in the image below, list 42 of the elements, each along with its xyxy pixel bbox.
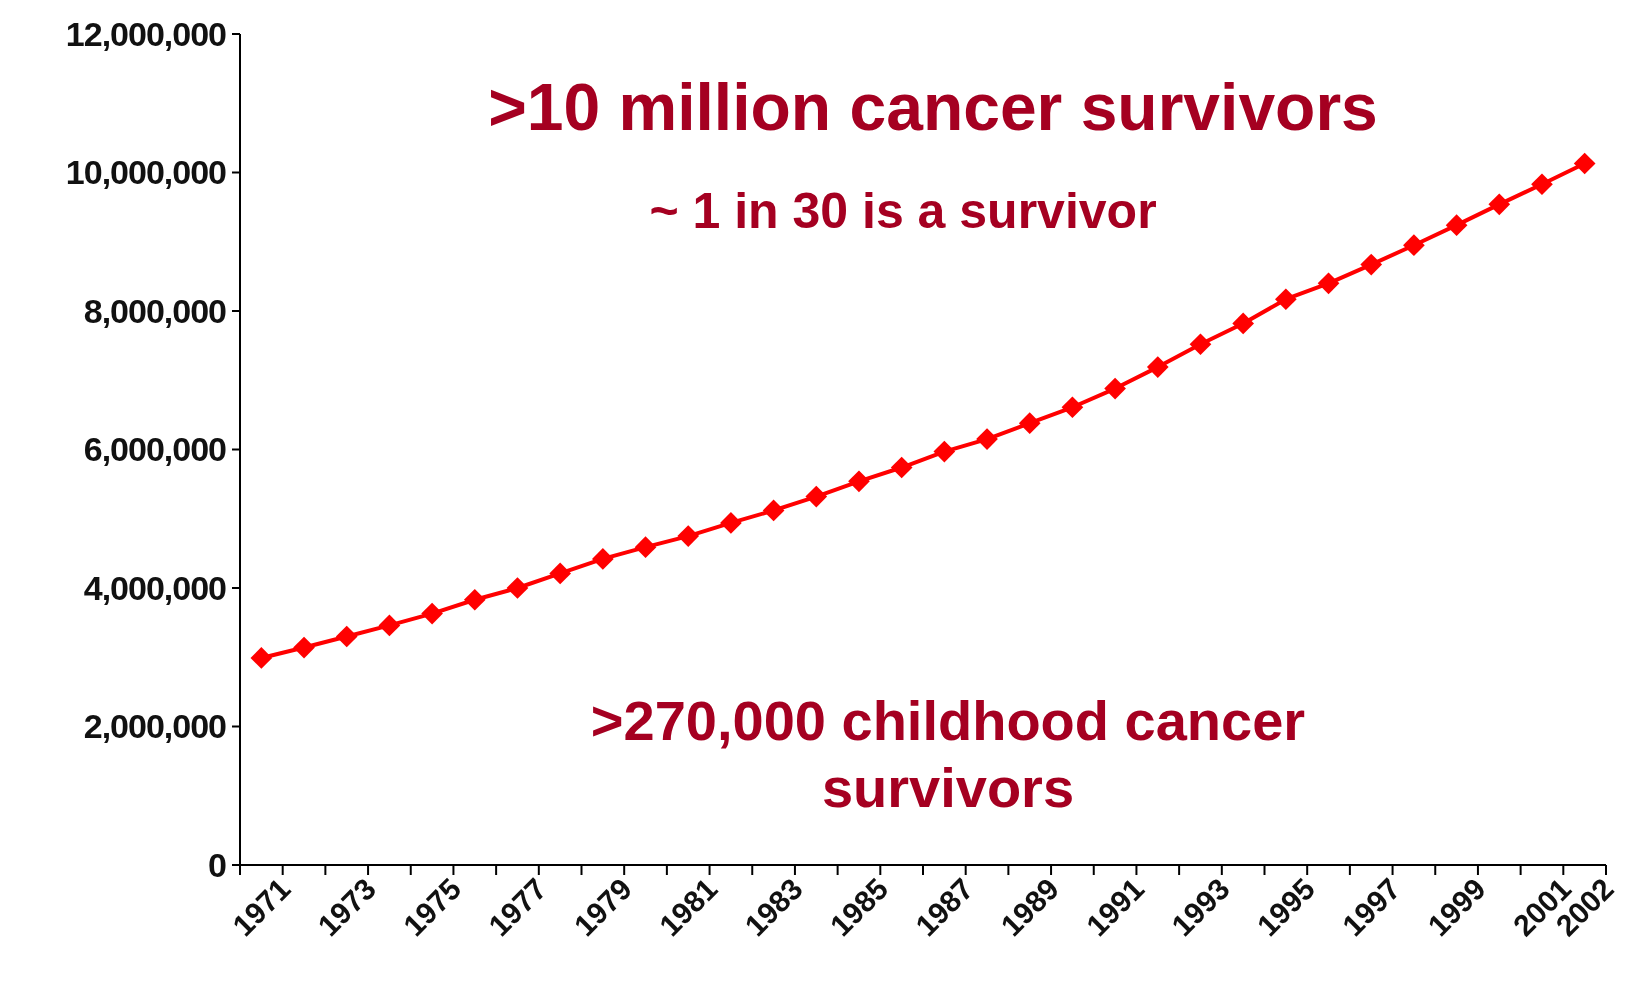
point (805, 485, 828, 508)
point (720, 512, 742, 534)
point (1061, 396, 1084, 419)
annotation: ~ 1 in 30 is a survivor (649, 183, 1157, 239)
point (933, 440, 956, 463)
point (335, 625, 358, 648)
point (976, 428, 998, 450)
y-tick-label: 12,000,000 (65, 14, 227, 53)
point (1275, 288, 1297, 311)
point (677, 525, 700, 547)
point (293, 636, 315, 659)
point (1573, 152, 1596, 175)
annotation: >10 million cancer survivors (488, 70, 1378, 144)
point (506, 577, 529, 599)
annotation: >270,000 childhood cancer survivors (590, 689, 1306, 820)
point (1018, 412, 1041, 435)
point (1403, 234, 1425, 257)
y-tick-label: 4,000,000 (83, 568, 227, 607)
point (848, 470, 870, 493)
point (549, 562, 571, 585)
point (1317, 272, 1340, 295)
y-tick-label: 0 (208, 845, 227, 884)
point (1531, 173, 1553, 196)
point (378, 614, 401, 637)
y-tick-label: 10,000,000 (65, 153, 227, 192)
point (1232, 312, 1254, 335)
point (1488, 193, 1511, 216)
y-tick-label: 6,000,000 (83, 430, 227, 469)
y-tick-label: 2,000,000 (83, 707, 227, 746)
point (634, 536, 657, 558)
y-tick-label: 8,000,000 (83, 291, 227, 330)
point (1104, 377, 1126, 400)
point (421, 602, 443, 625)
point (1445, 214, 1468, 236)
point (463, 588, 486, 611)
point (762, 499, 785, 522)
point (1360, 253, 1383, 276)
point (250, 647, 273, 669)
point (1189, 333, 1212, 356)
point (1146, 356, 1169, 378)
point (592, 548, 614, 570)
point (890, 456, 913, 479)
